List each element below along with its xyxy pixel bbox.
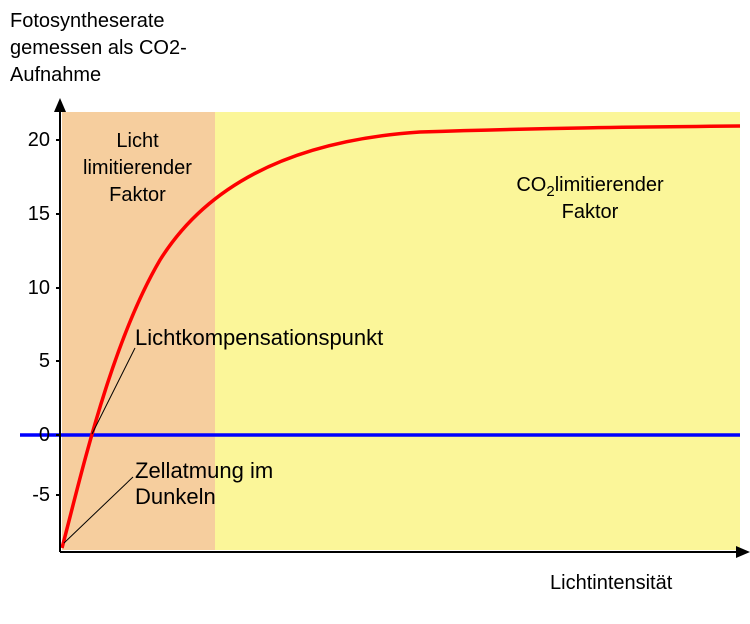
- region-label-co2: CO2limitierender Faktor: [485, 172, 695, 226]
- region-light-line1: Licht: [116, 130, 158, 152]
- anno-dark-resp: Zellatmung im Dunkeln: [135, 458, 273, 510]
- ytick-label-15: 15: [18, 203, 50, 226]
- ytick-label-m5: -5: [18, 484, 50, 507]
- x-axis-label: Lichtintensität: [550, 572, 672, 595]
- chart-svg: [0, 0, 750, 624]
- region-label-light: Licht limitierender Faktor: [70, 128, 205, 209]
- anno-dark-line1: Zellatmung im: [135, 458, 273, 483]
- anno-dark-line2: Dunkeln: [135, 484, 216, 509]
- ytick-label-10: 10: [18, 277, 50, 300]
- region-co2-line2: Faktor: [562, 201, 619, 223]
- region-co2-line1: CO2limitierender: [516, 174, 663, 196]
- ytick-label-0: 0: [18, 424, 50, 447]
- y-axis-arrow: [54, 98, 66, 112]
- region-light-line2: limitierender: [83, 157, 192, 179]
- region-light-line3: Faktor: [109, 184, 166, 206]
- ytick-label-20: 20: [18, 129, 50, 152]
- x-axis-arrow: [736, 546, 750, 558]
- anno-comp-point: Lichtkompensationspunkt: [135, 325, 383, 351]
- ytick-label-5: 5: [18, 350, 50, 373]
